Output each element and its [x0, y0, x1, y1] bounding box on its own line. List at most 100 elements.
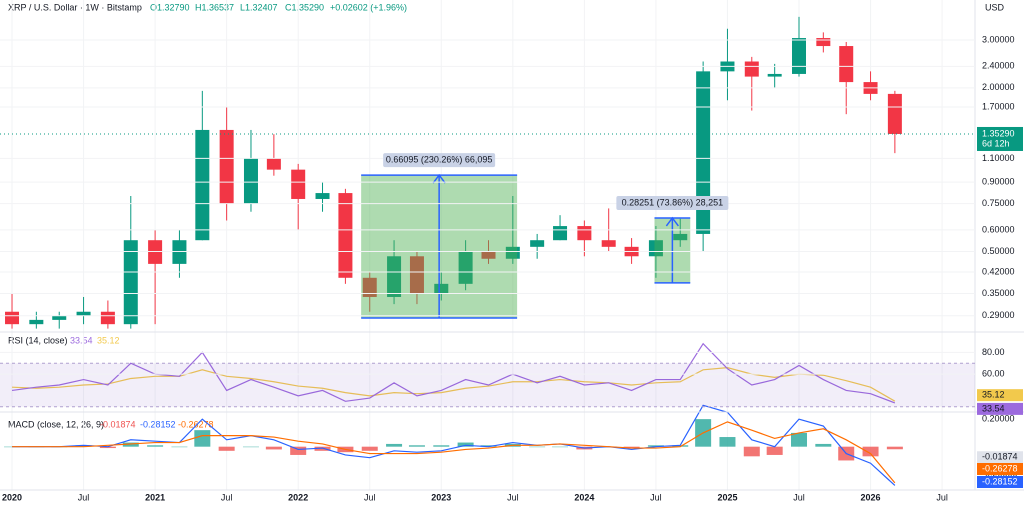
last-price-label: 1.35290 — [982, 128, 1015, 138]
measure-label: 0.28251 (73.86%) 28,251 — [622, 197, 724, 207]
macd-histogram-bar — [218, 446, 235, 451]
macd-histogram-bar — [766, 446, 783, 455]
last-value-box — [977, 402, 1023, 415]
y-tick-label: 0.50000 — [982, 246, 1015, 256]
ohlc-high: H1.36537 — [195, 2, 234, 12]
y-tick-label: 0.35000 — [982, 288, 1015, 298]
x-tick-label: 2023 — [431, 492, 451, 502]
macd-histogram-bar — [314, 446, 331, 451]
macd-signal-value: -0.26278 — [178, 419, 214, 429]
macd-histogram-bar — [171, 446, 188, 448]
symbol: XRP / U.S. Dollar · 1W · Bitstamp — [8, 2, 142, 12]
y-tick-label: 0.42000 — [982, 266, 1015, 276]
macd-histogram-bar — [647, 445, 664, 447]
macd-line — [12, 421, 896, 484]
macd-histogram-bar — [408, 445, 425, 447]
candle-body — [887, 93, 902, 134]
candle-body — [696, 71, 711, 234]
candle-body — [172, 240, 187, 264]
macd-histogram-bar — [194, 430, 211, 447]
candle-body — [29, 319, 44, 325]
last-value-box — [977, 463, 1023, 475]
y-tick-label: 0.90000 — [982, 176, 1015, 186]
countdown-label: 6d 12h — [982, 138, 1010, 148]
macd-histogram-bar — [529, 446, 546, 448]
x-tick-label: Jul — [78, 492, 90, 502]
measure-label-bg — [383, 153, 496, 168]
y-tick-label: 2.00000 — [982, 82, 1015, 92]
measure-label-bg — [616, 195, 729, 210]
macd-histogram-bar — [433, 445, 450, 447]
rsi-title: RSI (14, close) — [8, 335, 68, 345]
candle-body — [792, 38, 807, 74]
candle-body — [839, 46, 854, 83]
y-tick-label: 0.75000 — [982, 198, 1015, 208]
rsi-ma-value: 35.12 — [97, 335, 120, 345]
candle-body — [648, 240, 663, 257]
macd-histogram-bar — [75, 445, 92, 447]
candle-body — [52, 315, 67, 320]
macd-histogram-bar — [4, 446, 21, 448]
last-value-label: -0.26278 — [982, 463, 1018, 473]
measure-arrow-head — [665, 216, 679, 227]
macd-histogram-bar — [719, 437, 736, 447]
x-tick-label: Jul — [221, 492, 233, 502]
candle-body — [458, 251, 473, 284]
candle-body — [577, 226, 592, 241]
candle-body — [338, 193, 353, 278]
candle-body — [123, 240, 138, 325]
macd-histogram-bar — [743, 446, 760, 457]
candle-body — [409, 256, 424, 294]
y-tick-label: 0.20000 — [982, 414, 1015, 424]
candle-body — [673, 233, 688, 241]
ohlc-change: +0.02602 (+1.96%) — [330, 2, 407, 12]
x-tick-label: 2024 — [574, 492, 594, 502]
x-tick-label: Jul — [936, 492, 948, 502]
macd-histogram-bar — [791, 432, 808, 447]
macd-histogram-bar — [122, 442, 139, 447]
macd-title: MACD (close, 12, 26, 9) — [8, 419, 104, 429]
macd-line — [12, 404, 896, 486]
y-tick-label: 1.70000 — [982, 101, 1015, 111]
last-value-label: 33.54 — [982, 403, 1005, 413]
candle-body — [601, 240, 616, 247]
candle-body — [100, 311, 115, 325]
macd-histogram-bar — [480, 445, 497, 447]
macd-histogram-bar — [862, 446, 879, 457]
macd-histogram-bar — [361, 446, 378, 451]
candle-body — [266, 158, 281, 170]
last-value-label: -0.01874 — [982, 452, 1018, 462]
candle-body — [148, 240, 163, 264]
currency: USD — [985, 2, 1005, 12]
candle-body — [505, 246, 520, 259]
candle-body — [767, 73, 782, 77]
x-tick-label: Jul — [650, 492, 662, 502]
candle-body — [816, 38, 831, 47]
macd-histogram-bar — [457, 442, 474, 447]
candle-body — [744, 61, 759, 77]
candle-body — [219, 129, 234, 204]
macd-histogram-bar — [99, 446, 116, 449]
measure-arrow-head — [432, 173, 446, 184]
measure-label: 0.66095 (230.26%) 66,095 — [386, 154, 493, 164]
macd-histogram-bar — [386, 443, 403, 447]
y-tick-label: 0.60000 — [982, 224, 1015, 234]
macd-histogram-bar — [147, 445, 164, 447]
candle-body — [76, 311, 91, 316]
macd-histogram-bar — [242, 446, 259, 448]
last-value-label: -0.28152 — [982, 476, 1018, 486]
rsi-line — [11, 367, 896, 402]
y-tick-label: 60.00 — [982, 369, 1005, 379]
candle-body — [434, 283, 449, 294]
y-tick-label: 1.10000 — [982, 153, 1015, 163]
ohlc-close: C1.35290 — [285, 2, 324, 12]
x-tick-label: Jul — [507, 492, 519, 502]
candle-body — [291, 169, 306, 199]
x-tick-label: 2022 — [288, 492, 308, 502]
candle-body — [387, 256, 402, 297]
ohlc-low: L1.32407 — [240, 2, 278, 12]
macd-histogram-bar — [552, 446, 569, 448]
y-tick-label: 80.00 — [982, 347, 1005, 357]
candle-body — [362, 277, 377, 297]
last-value-label: 35.12 — [982, 390, 1005, 400]
